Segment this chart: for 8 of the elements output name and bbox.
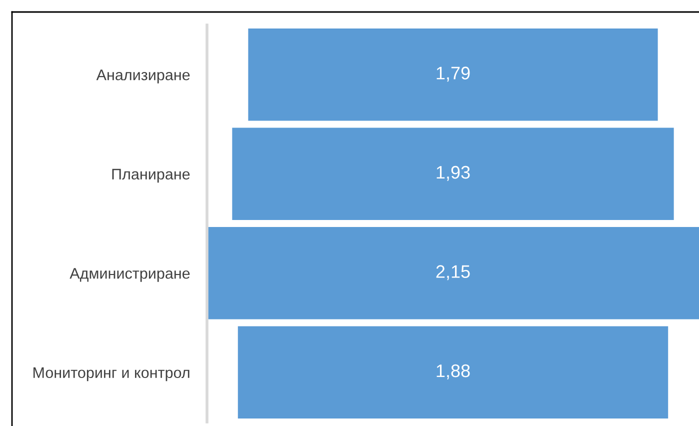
- category-label: Администриране: [70, 268, 190, 282]
- data-label: 1,79: [436, 66, 470, 82]
- data-label: 1,93: [436, 166, 470, 181]
- category-label: Мониторинг и контрол: [33, 367, 190, 382]
- data-label: 1,88: [436, 364, 470, 380]
- data-label: 2,15: [436, 265, 470, 280]
- category-label: Планиране: [112, 168, 190, 183]
- category-label: Анализиране: [96, 70, 190, 84]
